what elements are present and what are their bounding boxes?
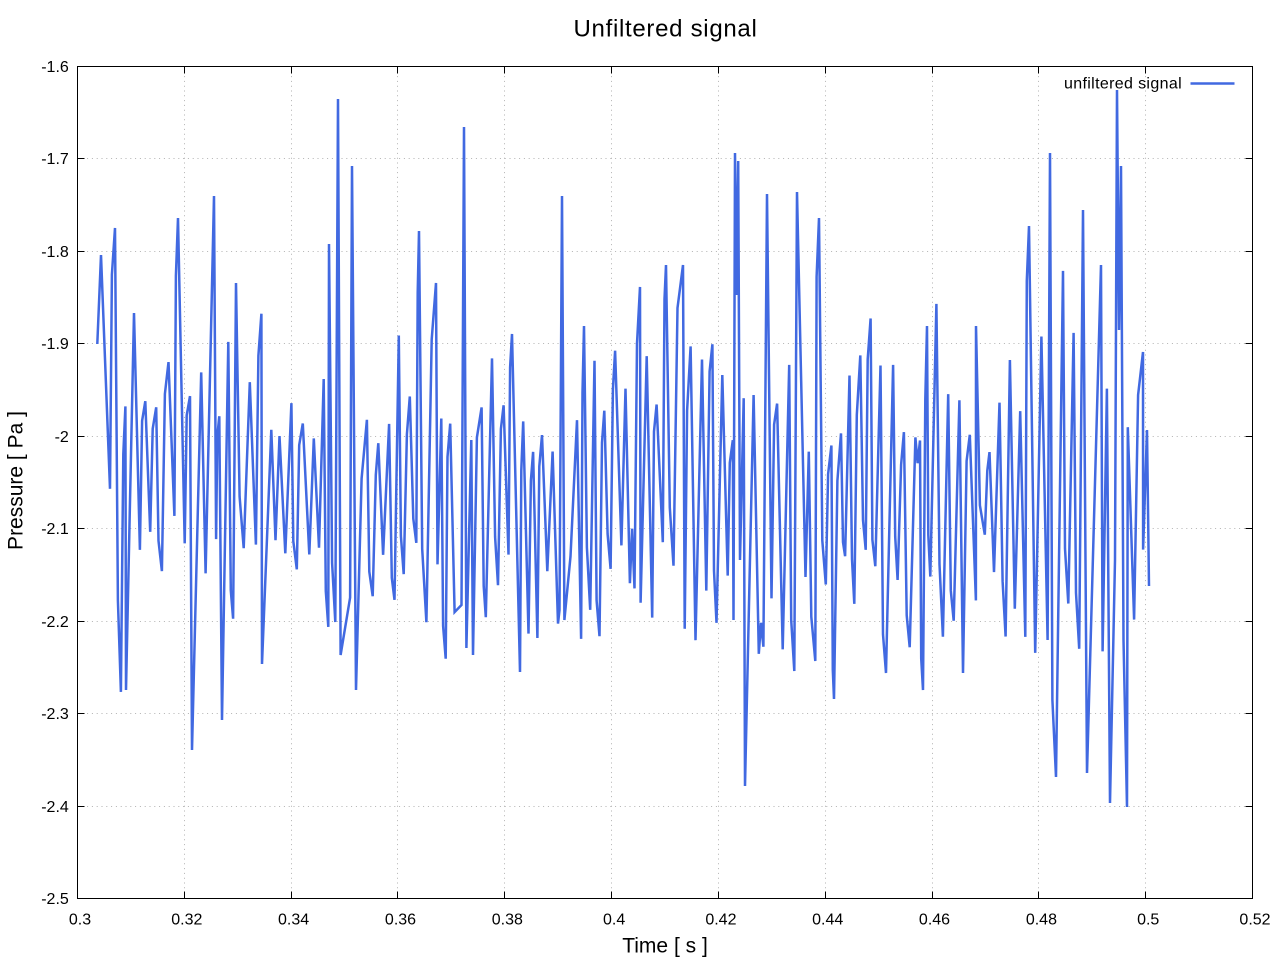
svg-text:0.48: 0.48 xyxy=(1026,912,1057,929)
svg-text:0.46: 0.46 xyxy=(919,912,950,929)
svg-text:-1.9: -1.9 xyxy=(41,336,69,353)
svg-text:0.52: 0.52 xyxy=(1239,912,1270,929)
svg-text:0.32: 0.32 xyxy=(171,912,202,929)
svg-text:0.3: 0.3 xyxy=(69,912,91,929)
svg-text:0.42: 0.42 xyxy=(705,912,736,929)
svg-text:-2.1: -2.1 xyxy=(41,521,69,538)
svg-text:0.4: 0.4 xyxy=(603,912,625,929)
svg-text:Unfiltered signal: Unfiltered signal xyxy=(574,16,758,43)
svg-text:0.36: 0.36 xyxy=(385,912,416,929)
svg-text:-2.2: -2.2 xyxy=(41,614,69,631)
svg-text:0.34: 0.34 xyxy=(278,912,309,929)
svg-text:-2.3: -2.3 xyxy=(41,706,69,723)
svg-text:-2: -2 xyxy=(55,429,69,446)
svg-text:0.38: 0.38 xyxy=(492,912,523,929)
svg-text:-1.7: -1.7 xyxy=(41,151,69,168)
svg-text:-2.5: -2.5 xyxy=(41,891,69,908)
svg-text:0.5: 0.5 xyxy=(1137,912,1159,929)
svg-text:Pressure [ Pa ]: Pressure [ Pa ] xyxy=(5,411,28,550)
svg-text:-1.6: -1.6 xyxy=(41,59,69,76)
svg-text:unfiltered signal: unfiltered signal xyxy=(1064,75,1182,92)
svg-text:-2.4: -2.4 xyxy=(41,799,69,816)
svg-text:-1.8: -1.8 xyxy=(41,244,69,261)
svg-text:0.44: 0.44 xyxy=(812,912,843,929)
svg-text:Time [ s ]: Time [ s ] xyxy=(622,935,708,958)
